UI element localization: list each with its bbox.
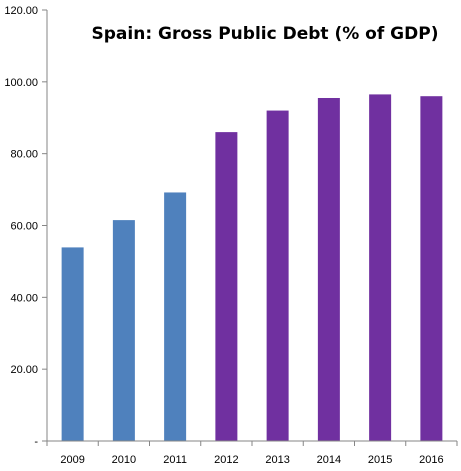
- y-tick-label: 40.00: [10, 292, 38, 304]
- x-tick-label: 2014: [317, 454, 341, 466]
- bar-2016: [420, 96, 443, 441]
- x-tick-label: 2009: [60, 454, 84, 466]
- bar-2015: [369, 94, 392, 441]
- bar-2012: [215, 132, 238, 441]
- x-axis-ticks: 2009 2010 2011 2012 2013 2014 2015 2016: [46, 441, 458, 466]
- y-axis-ticks: - 20.00 40.00 60.00 80.00 100.00 120.00: [4, 5, 47, 448]
- bar-group: [61, 94, 443, 442]
- bar-2010: [112, 220, 135, 441]
- y-tick-label: 20.00: [10, 364, 38, 376]
- y-tick-label: -: [34, 436, 38, 448]
- x-tick-label: 2011: [163, 454, 187, 466]
- bar-2011: [164, 192, 187, 441]
- y-tick-label: 80.00: [10, 149, 38, 161]
- x-tick-label: 2016: [419, 454, 443, 466]
- x-tick-label: 2012: [214, 454, 238, 466]
- y-tick-label: 120.00: [4, 5, 38, 17]
- y-tick-label: 100.00: [4, 77, 38, 89]
- chart-title: Spain: Gross Public Debt (% of GDP): [92, 24, 439, 44]
- y-tick-label: 60.00: [10, 221, 38, 233]
- bar-2014: [317, 97, 340, 441]
- x-tick-label: 2013: [265, 454, 289, 466]
- x-tick-label: 2015: [368, 454, 392, 466]
- bar-2013: [266, 110, 289, 442]
- bar-2009: [61, 247, 84, 441]
- x-tick-label: 2010: [112, 454, 136, 466]
